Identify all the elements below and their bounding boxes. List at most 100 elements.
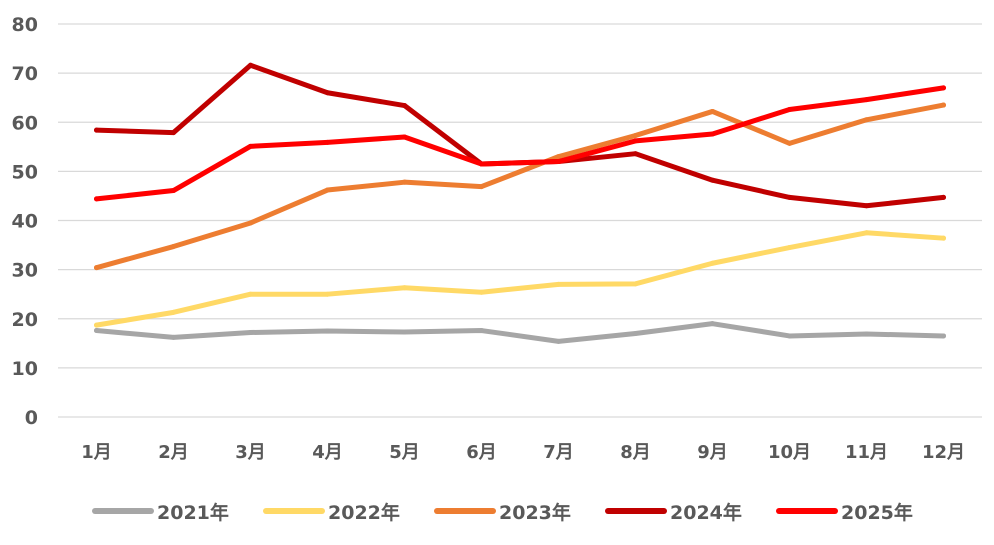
series-line-2022年 [94,230,946,328]
legend-label: 2024年 [670,501,742,524]
data-point [171,188,176,194]
data-point [171,244,176,250]
y-tick-label: 10 [12,358,38,380]
data-point [171,309,176,315]
legend-item: 2024年 [605,501,742,524]
x-tick-label: 12月 [922,442,965,463]
data-point [94,196,99,202]
data-point [171,130,176,136]
data-point [633,151,638,157]
data-point [787,333,792,339]
y-tick-label: 80 [12,14,38,36]
x-tick-label: 6月 [466,442,497,463]
data-point [787,194,792,200]
data-point [710,321,715,327]
data-point [710,131,715,137]
data-point [94,127,99,133]
data-point [248,330,253,336]
data-point [787,140,792,146]
legend-label: 2023年 [499,501,571,524]
data-point [633,133,638,139]
data-point [710,177,715,183]
x-tick-label: 10月 [768,442,811,463]
data-point [402,285,407,291]
data-point [248,220,253,226]
x-axis-ticks: 1月 2月 3月 4月 5月 6月 7月 8月 9月 10月 11月 12月 [81,442,965,463]
y-axis-ticks: 0 10 20 30 40 50 60 70 80 [12,14,38,429]
data-point [94,265,99,271]
y-tick-label: 0 [25,407,38,429]
x-tick-label: 8月 [620,442,651,463]
y-tick-label: 40 [12,211,38,233]
legend-label: 2021年 [157,501,229,524]
data-point [633,281,638,287]
data-point [864,117,869,123]
data-point [479,328,484,334]
gridlines [58,23,982,418]
data-point [402,329,407,335]
data-point [633,138,638,144]
data-point [171,334,176,340]
data-point [94,322,99,328]
y-tick-label: 60 [12,112,38,134]
data-point [325,139,330,145]
x-tick-label: 7月 [543,442,574,463]
legend: 2021年 2022年 2023年 2024年 2025年 [92,501,913,524]
data-point [402,179,407,185]
legend-item: 2022年 [263,501,400,524]
data-point [556,154,561,160]
data-point [248,291,253,297]
data-point [864,230,869,236]
series-line-2025年 [94,85,946,202]
data-point [787,106,792,112]
data-point [941,85,946,91]
data-point [941,102,946,108]
x-tick-label: 2月 [158,442,189,463]
y-tick-label: 70 [12,63,38,85]
x-tick-label: 3月 [235,442,266,463]
series-line-2021年 [94,321,946,344]
data-point [864,203,869,209]
data-point [479,161,484,167]
data-point [402,103,407,109]
data-point [325,328,330,334]
legend-label: 2025年 [841,501,913,524]
data-point [710,108,715,114]
y-tick-label: 20 [12,309,38,331]
legend-item: 2025年 [776,501,913,524]
data-point [941,235,946,241]
data-point [710,260,715,266]
data-point [787,245,792,251]
data-point [941,194,946,200]
data-point [864,331,869,337]
data-point [248,62,253,68]
data-point [325,291,330,297]
legend-item: 2021年 [92,501,229,524]
data-point [325,187,330,193]
data-point [556,338,561,344]
y-tick-label: 50 [12,161,38,183]
data-point [248,143,253,149]
data-point [402,134,407,140]
y-tick-label: 30 [12,260,38,282]
data-point [864,97,869,103]
data-point [479,289,484,295]
x-tick-label: 5月 [389,442,420,463]
series-line-2023年 [94,102,946,271]
x-tick-label: 1月 [81,442,112,463]
x-tick-label: 4月 [312,442,343,463]
legend-label: 2022年 [328,501,400,524]
data-point [941,333,946,339]
data-point [633,330,638,336]
x-tick-label: 11月 [845,442,888,463]
data-point [94,328,99,334]
data-point [556,281,561,287]
legend-item: 2023年 [434,501,571,524]
data-point [325,90,330,96]
x-tick-label: 9月 [697,442,728,463]
series-lines [94,62,946,344]
data-point [556,159,561,165]
data-point [479,184,484,190]
